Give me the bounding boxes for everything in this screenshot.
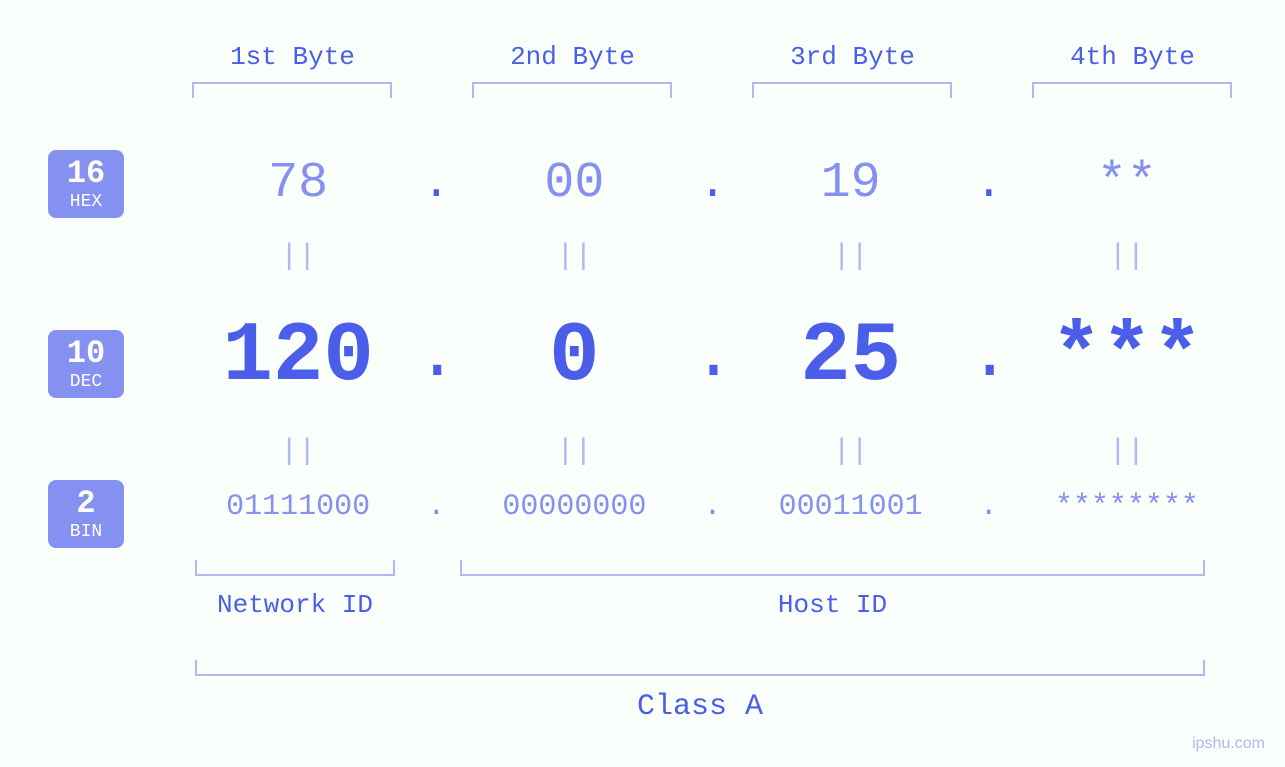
class-label: Class A [195, 690, 1205, 724]
eq2-3: || [733, 435, 969, 469]
badge-hex: 16 HEX [48, 150, 124, 218]
host-id-bracket [460, 560, 1205, 576]
badge-dec-num: 10 [48, 338, 124, 370]
bin-byte-4: ******** [1009, 490, 1245, 524]
dec-byte-1: 120 [180, 310, 416, 405]
badge-dec: 10 DEC [48, 330, 124, 398]
bin-byte-2: 00000000 [456, 490, 692, 524]
dec-byte-3: 25 [733, 310, 969, 405]
byte-header-4: 4th Byte [1020, 42, 1245, 72]
hex-dot-1: . [416, 158, 456, 210]
dec-byte-2: 0 [456, 310, 692, 405]
hex-byte-3: 19 [733, 155, 969, 212]
hex-byte-1: 78 [180, 155, 416, 212]
hex-byte-4: ** [1009, 155, 1245, 212]
dec-dot-2: . [693, 318, 733, 397]
bin-row: 01111000 . 00000000 . 00011001 . *******… [180, 490, 1245, 524]
badge-hex-num: 16 [48, 158, 124, 190]
top-bracket-1 [192, 82, 392, 98]
top-bracket-3 [752, 82, 952, 98]
bin-dot-2: . [693, 490, 733, 524]
bin-byte-3: 00011001 [733, 490, 969, 524]
host-id-label: Host ID [460, 590, 1205, 620]
badge-bin: 2 BIN [48, 480, 124, 548]
eq1-2: || [456, 240, 692, 274]
top-bracket-4 [1032, 82, 1232, 98]
bin-dot-3: . [969, 490, 1009, 524]
byte-header-2: 2nd Byte [460, 42, 685, 72]
watermark: ipshu.com [1192, 735, 1265, 753]
bin-dot-1: . [416, 490, 456, 524]
eq1-3: || [733, 240, 969, 274]
dec-dot-1: . [416, 318, 456, 397]
badge-dec-label: DEC [48, 372, 124, 392]
badge-hex-label: HEX [48, 192, 124, 212]
network-id-label: Network ID [195, 590, 395, 620]
class-bracket [195, 660, 1205, 676]
top-bracket-2 [472, 82, 672, 98]
byte-header-3: 3rd Byte [740, 42, 965, 72]
byte-header-1: 1st Byte [180, 42, 405, 72]
eq1-4: || [1009, 240, 1245, 274]
hex-byte-2: 00 [456, 155, 692, 212]
hex-row: 78 . 00 . 19 . ** [180, 155, 1245, 212]
eq2-2: || [456, 435, 692, 469]
equals-row-2: || || || || [180, 435, 1245, 469]
equals-row-1: || || || || [180, 240, 1245, 274]
dec-byte-4: *** [1009, 310, 1245, 405]
badge-bin-label: BIN [48, 522, 124, 542]
network-id-bracket [195, 560, 395, 576]
dec-row: 120 . 0 . 25 . *** [180, 310, 1245, 405]
badge-bin-num: 2 [48, 488, 124, 520]
hex-dot-2: . [693, 158, 733, 210]
eq1-1: || [180, 240, 416, 274]
dec-dot-3: . [969, 318, 1009, 397]
hex-dot-3: . [969, 158, 1009, 210]
bin-byte-1: 01111000 [180, 490, 416, 524]
eq2-1: || [180, 435, 416, 469]
eq2-4: || [1009, 435, 1245, 469]
